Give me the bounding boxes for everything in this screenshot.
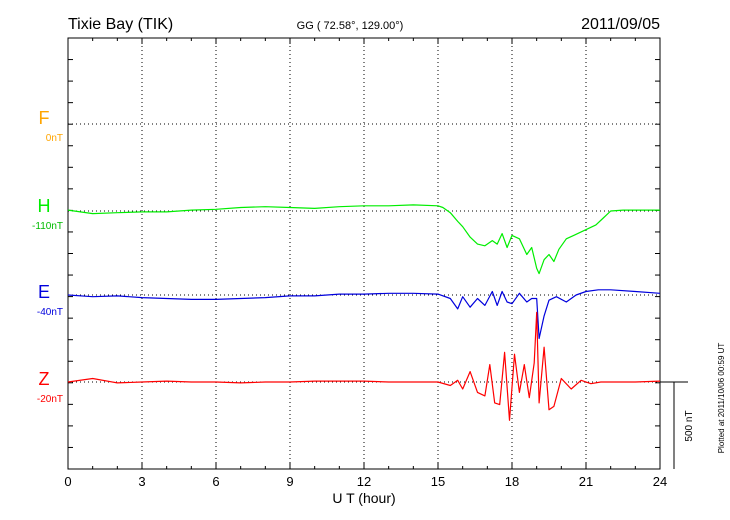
x-tick-label: 9 [286,474,293,489]
x-tick-label: 21 [579,474,593,489]
x-tick-label: 6 [212,474,219,489]
series-z-baseline: -20nT [37,394,63,405]
series-line-z [67,311,661,421]
series-h-baseline: -110nT [32,221,63,232]
x-axis-label: U T (hour) [332,490,395,506]
x-tick-label: 3 [138,474,145,489]
x-tick-label: 24 [653,474,667,489]
series-e-baseline: -40nT [37,307,63,318]
plotted-note: Plotted at 2011/10/06 00:59 UT [717,343,726,454]
series-f-name: F [39,108,50,128]
station-title: Tixie Bay (TIK) [68,16,173,33]
date-label: 2011/09/05 [581,16,660,33]
station-coords: GG ( 72.58°, 129.00°) [297,20,404,32]
series-h-name: H [38,196,51,216]
x-tick-label: 15 [431,474,445,489]
horizontal-grid [68,123,660,383]
series-e-name: E [38,282,50,302]
x-tick-labels: 0 3 6 9 12 15 18 21 24 [64,474,667,489]
x-tick-label: 12 [357,474,371,489]
x-tick-label: 18 [505,474,519,489]
scale-bar-label: 500 nT [684,410,695,441]
vertical-grid [141,38,587,469]
series-f-baseline: 0nT [46,133,63,144]
series-line-h [67,204,660,275]
series-z-name: Z [39,369,50,389]
axis-ticks [67,37,661,469]
series-line-e [67,289,661,340]
series-lines [67,204,661,421]
x-tick-label: 0 [64,474,71,489]
